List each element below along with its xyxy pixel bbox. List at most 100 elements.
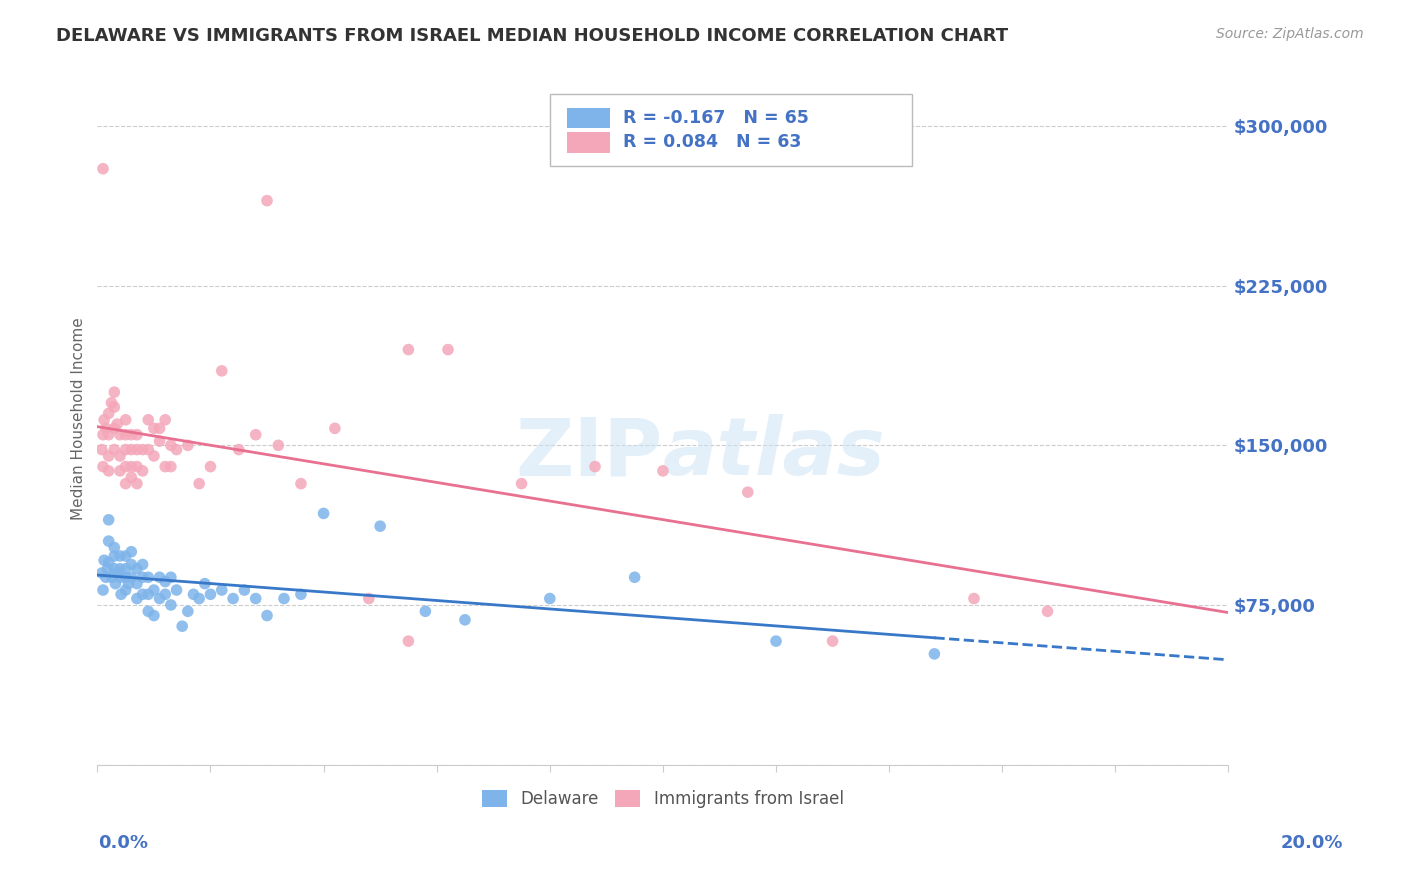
Point	[160, 570, 183, 584]
Point	[963, 591, 986, 606]
Point	[91, 161, 114, 176]
Point	[93, 413, 115, 427]
Point	[396, 634, 419, 648]
Point	[105, 417, 128, 431]
Y-axis label: Median Household Income: Median Household Income	[72, 318, 86, 520]
Point	[120, 570, 142, 584]
Point	[110, 587, 132, 601]
Point	[103, 400, 125, 414]
Point	[108, 549, 131, 563]
Point	[821, 634, 844, 648]
Point	[114, 570, 136, 584]
Point	[114, 413, 136, 427]
Point	[108, 570, 131, 584]
Point	[166, 442, 188, 457]
Point	[155, 459, 177, 474]
Point	[155, 587, 177, 601]
Point	[177, 438, 200, 452]
Point	[103, 421, 125, 435]
Point	[97, 555, 120, 569]
Point	[94, 570, 117, 584]
Point	[256, 608, 278, 623]
Point	[924, 647, 946, 661]
Point	[368, 519, 391, 533]
Point	[273, 591, 295, 606]
Point	[105, 566, 128, 580]
Point	[131, 442, 153, 457]
Point	[415, 604, 437, 618]
Point	[120, 427, 142, 442]
Bar	[550, 94, 911, 166]
Point	[510, 476, 533, 491]
Point	[211, 582, 233, 597]
Point	[228, 442, 250, 457]
Point	[125, 576, 148, 591]
Point	[172, 619, 194, 633]
Point	[437, 343, 460, 357]
Point	[103, 549, 125, 563]
Point	[166, 582, 188, 597]
Point	[91, 582, 114, 597]
Point	[155, 574, 177, 589]
Point	[142, 421, 165, 435]
Point	[136, 413, 159, 427]
Point	[323, 421, 346, 435]
Point	[454, 613, 477, 627]
Point	[114, 427, 136, 442]
Point	[100, 570, 122, 584]
Point	[290, 587, 312, 601]
Point	[103, 442, 125, 457]
Point	[97, 406, 120, 420]
Point	[125, 442, 148, 457]
Point	[103, 385, 125, 400]
Point	[131, 587, 153, 601]
Point	[136, 604, 159, 618]
Point	[148, 421, 170, 435]
Point	[136, 570, 159, 584]
Point	[97, 427, 120, 442]
Point	[200, 459, 222, 474]
Point	[125, 459, 148, 474]
Point	[142, 608, 165, 623]
Point	[245, 427, 267, 442]
Text: 0.0%: 0.0%	[98, 834, 149, 852]
Point	[651, 464, 673, 478]
Point	[131, 558, 153, 572]
Point	[188, 476, 211, 491]
Point	[120, 459, 142, 474]
Bar	[567, 132, 610, 153]
Text: 20.0%: 20.0%	[1281, 834, 1343, 852]
Point	[155, 413, 177, 427]
Point	[160, 598, 183, 612]
Point	[160, 438, 183, 452]
Point	[108, 464, 131, 478]
Point	[108, 427, 131, 442]
Point	[100, 396, 122, 410]
Point	[90, 442, 112, 457]
Point	[103, 562, 125, 576]
Point	[396, 343, 419, 357]
Text: atlas: atlas	[662, 414, 886, 492]
Point	[125, 476, 148, 491]
Point	[245, 591, 267, 606]
Point	[108, 562, 131, 576]
Text: Source: ZipAtlas.com: Source: ZipAtlas.com	[1216, 27, 1364, 41]
Point	[131, 464, 153, 478]
Point	[148, 591, 170, 606]
Point	[142, 449, 165, 463]
Point	[114, 549, 136, 563]
Point	[142, 582, 165, 597]
Point	[200, 587, 222, 601]
Point	[108, 449, 131, 463]
Point	[148, 434, 170, 448]
Point	[125, 562, 148, 576]
Point	[103, 541, 125, 555]
Point	[117, 576, 139, 591]
Point	[94, 421, 117, 435]
Point	[188, 591, 211, 606]
Point	[90, 566, 112, 580]
Point	[222, 591, 245, 606]
Point	[623, 570, 645, 584]
Point	[357, 591, 380, 606]
Point	[114, 476, 136, 491]
